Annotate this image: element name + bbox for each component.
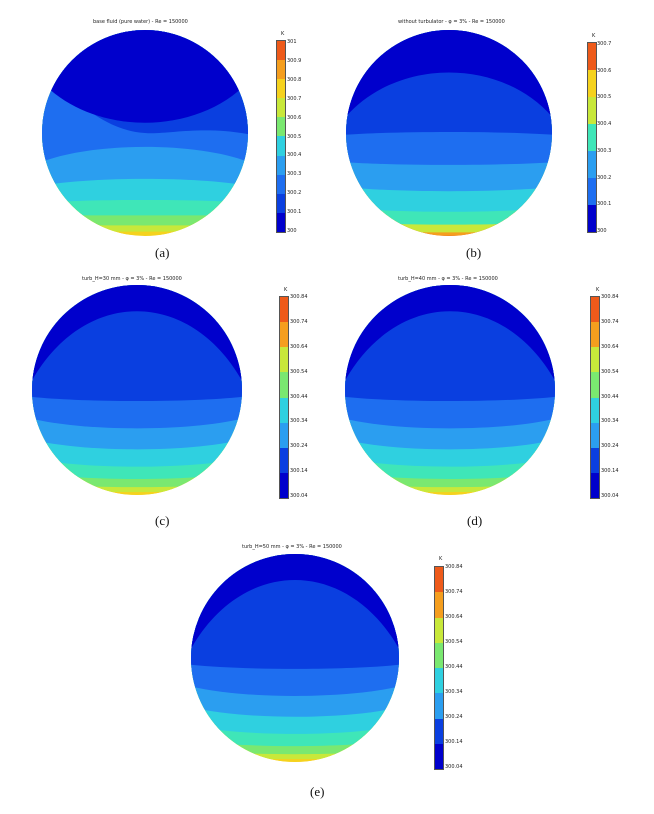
colorbar-tick-label: 300.54 — [445, 639, 463, 645]
colorbar-tick-label: 300.54 — [290, 368, 308, 375]
temperature-contour-e — [191, 554, 399, 762]
colorbar-tick-label: 300.5 — [287, 133, 302, 140]
colorbar-tick-label: 300.84 — [290, 294, 308, 300]
panel-e-caption: (e) — [310, 784, 325, 799]
colorbar-tick-label: 300.74 — [601, 318, 619, 325]
colorbar-tick-label: 300.4 — [597, 121, 612, 128]
colorbar-tick-label: 300 — [287, 228, 297, 234]
colorbar-tick-label: 300.1 — [597, 201, 612, 208]
colorbar-tick-label: 300.44 — [290, 393, 308, 400]
temperature-contour-c — [32, 285, 242, 495]
colorbar-d-unit: K — [596, 287, 600, 293]
colorbar-tick-label: 300.9 — [287, 57, 302, 64]
contour-band — [346, 30, 552, 123]
colorbar-tick-label: 300.34 — [290, 418, 308, 425]
colorbar-tick-label: 300.34 — [445, 689, 463, 695]
colorbar-tick-label: 300.7 — [287, 95, 302, 102]
colorbar-c — [279, 296, 289, 499]
colorbar-tick-label: 300.3 — [597, 147, 612, 154]
colorbar-tick-label: 300.04 — [445, 764, 463, 770]
colorbar-tick-label: 300.4 — [287, 152, 302, 159]
colorbar-tick-label: 300.84 — [445, 564, 463, 570]
colorbar-tick-label: 300.6 — [597, 67, 612, 74]
colorbar-tick-label: 300.14 — [290, 468, 308, 475]
contour-band — [42, 30, 248, 123]
colorbar-tick-label: 300.3 — [287, 171, 302, 178]
colorbar-tick-label: 300.14 — [445, 739, 463, 745]
panel-c-title: turb_H=30 mm - φ = 3% - Re = 150000 — [82, 276, 182, 282]
colorbar-a-unit: K — [281, 31, 285, 37]
temperature-contour-d — [345, 285, 555, 495]
colorbar-tick-label: 300.14 — [601, 468, 619, 475]
colorbar-tick-label: 300.2 — [597, 174, 612, 181]
panel-a-title: base fluid (pure water) - Re = 150000 — [93, 19, 188, 25]
panel-c-caption: (c) — [155, 513, 170, 528]
colorbar-tick-label: 300.5 — [597, 94, 612, 101]
colorbar-tick-label: 300.8 — [287, 76, 302, 83]
contour-band — [191, 554, 399, 658]
temperature-contour-a — [42, 30, 248, 236]
colorbar-a — [276, 40, 286, 233]
colorbar-tick-label: 300.6 — [287, 114, 302, 121]
contour-band — [345, 285, 555, 390]
colorbar-tick-label: 300.34 — [601, 418, 619, 425]
colorbar-tick-label: 300.7 — [597, 41, 612, 47]
colorbar-tick-label: 300.74 — [445, 589, 463, 595]
colorbar-tick-label: 300.24 — [445, 714, 463, 720]
colorbar-tick-label: 300 — [597, 228, 607, 234]
colorbar-tick-label: 300.64 — [290, 343, 308, 350]
colorbar-b-unit: K — [592, 33, 596, 39]
colorbar-tick-label: 300.04 — [601, 493, 619, 499]
panel-d-title: turb_H=40 mm - φ = 3% - Re = 150000 — [398, 276, 498, 282]
panel-e-title: turb_H=50 mm - φ = 3% - Re = 150000 — [242, 544, 342, 550]
panel-a-caption: (a) — [155, 245, 170, 260]
temperature-contour-b — [346, 30, 552, 236]
colorbar-tick-label: 300.24 — [601, 443, 619, 450]
colorbar-e-unit: K — [439, 556, 443, 562]
colorbar-c-unit: K — [284, 287, 288, 293]
colorbar-tick-label: 300.1 — [287, 209, 302, 216]
colorbar-tick-label: 300.44 — [445, 664, 463, 670]
colorbar-tick-label: 300.54 — [601, 368, 619, 375]
panel-b-title: without turbulator - φ = 3% - Re = 15000… — [398, 19, 505, 25]
colorbar-tick-label: 300.64 — [601, 343, 619, 350]
colorbar-b — [587, 42, 597, 233]
colorbar-tick-label: 300.74 — [290, 318, 308, 325]
colorbar-e — [434, 566, 444, 770]
panel-b-caption: (b) — [466, 245, 482, 260]
colorbar-tick-label: 300.2 — [287, 190, 302, 197]
colorbar-tick-label: 301 — [287, 39, 297, 45]
panel-d-caption: (d) — [467, 513, 483, 528]
colorbar-tick-label: 300.64 — [445, 614, 463, 620]
colorbar-tick-label: 300.04 — [290, 493, 308, 499]
colorbar-tick-label: 300.44 — [601, 393, 619, 400]
colorbar-d — [590, 296, 600, 499]
colorbar-tick-label: 300.24 — [290, 443, 308, 450]
contour-band — [32, 285, 242, 390]
colorbar-tick-label: 300.84 — [601, 294, 619, 300]
